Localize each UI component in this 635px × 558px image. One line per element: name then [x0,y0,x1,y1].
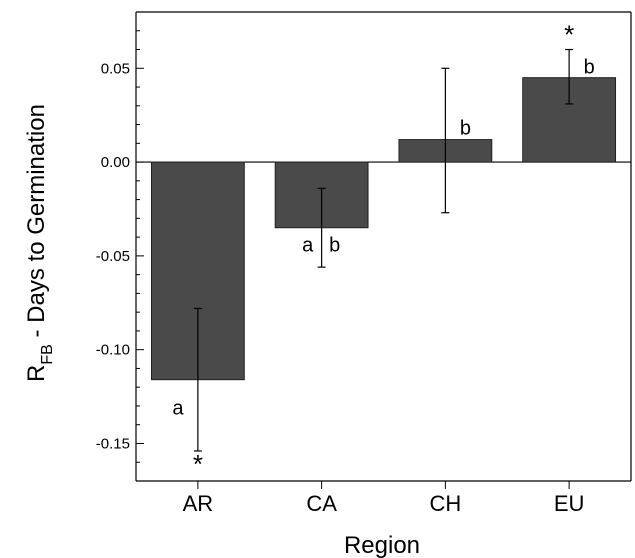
y-tick-label: -0.15 [96,435,130,452]
x-tick-label-ar: AR [183,491,214,516]
bars [150,77,617,381]
significance-star: * [193,449,203,479]
y-axis-title: RFB - Days to Germination [23,104,56,382]
error-bars [193,48,574,452]
significance-letter: b [584,57,595,79]
x-tick-label-eu: EU [554,491,585,516]
significance-annotations: a*a bbb* [172,20,594,479]
x-tick-label-ch: CH [429,491,461,516]
y-axis-title-rest: - Days to Germination [23,104,50,344]
significance-letter: a [302,235,314,257]
x-tick-label-ca: CA [306,491,337,516]
significance-letter: a [172,398,184,420]
significance-letter: b [329,235,340,257]
y-tick-label: -0.10 [96,342,130,359]
significance-letter: b [460,118,471,140]
x-ticks: AR CA CH EU [183,481,585,516]
y-ticks: 0.05 0.00 -0.05 -0.10 -0.15 [96,11,144,482]
y-tick-label: 0.05 [101,60,130,77]
y-axis-title-main: R [23,365,50,382]
x-axis-title: Region [344,532,420,558]
y-tick-label: -0.05 [96,248,130,265]
y-axis-title-subscript: FB [39,344,56,364]
significance-star: * [564,20,574,50]
y-tick-label: 0.00 [101,154,130,171]
